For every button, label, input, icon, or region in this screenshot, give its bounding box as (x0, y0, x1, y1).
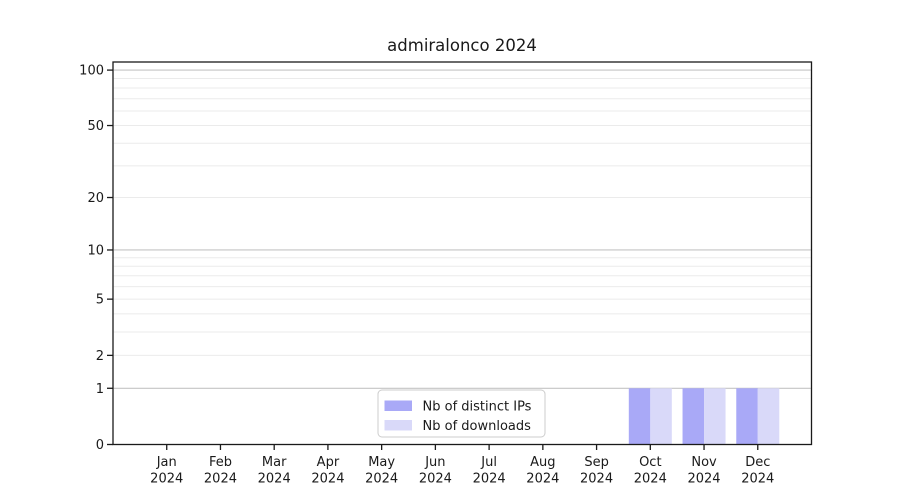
y-tick-label: 5 (96, 293, 104, 308)
x-tick-label-month: Oct (639, 455, 661, 470)
x-tick-label-month: Nov (691, 455, 717, 470)
x-tick-label-month: May (368, 455, 395, 470)
x-tick-label-year: 2024 (580, 472, 613, 487)
x-tick-label-year: 2024 (204, 472, 237, 487)
x-tick-label-month: Jul (480, 455, 497, 470)
plot-frame (112, 61, 813, 446)
y-tick-label: 10 (87, 243, 104, 258)
x-tick-label-year: 2024 (687, 472, 720, 487)
bar-downloads-nov (704, 388, 726, 445)
bar-downloads-dec (757, 388, 780, 445)
legend: Nb of distinct IPs Nb of downloads (377, 389, 546, 438)
x-tick-label-month: Mar (262, 455, 287, 470)
chart-title: admiralonco 2024 (387, 36, 537, 55)
bar-distinct-ips-nov (682, 388, 705, 445)
legend-swatch-distinct-ips (384, 400, 412, 411)
x-tick-label-year: 2024 (419, 472, 452, 487)
y-tick-label: 50 (87, 119, 104, 134)
legend-swatch-downloads (384, 420, 412, 431)
bar-distinct-ips-dec (736, 388, 758, 445)
x-tick-label-month: Jan (156, 455, 177, 470)
y-tick-label: 100 (79, 64, 104, 79)
x-tick-label-year: 2024 (311, 472, 344, 487)
y-tick-label: 2 (96, 349, 104, 364)
legend-label-distinct-ips: Nb of distinct IPs (423, 400, 532, 415)
x-tick-label-month: Sep (584, 455, 609, 470)
x-tick-label-month: Dec (745, 455, 770, 470)
x-tick-label-year: 2024 (150, 472, 183, 487)
y-tick-label: 1 (96, 382, 104, 397)
bar-distinct-ips-oct (628, 388, 651, 445)
bar-series (628, 388, 780, 445)
legend-label-downloads: Nb of downloads (423, 419, 532, 434)
y-axis: 0 1 2 5 10 20 50 100 (79, 64, 113, 453)
x-tick-label-year: 2024 (634, 472, 667, 487)
x-tick-label-year: 2024 (526, 472, 559, 487)
y-tick-label: 20 (87, 191, 104, 206)
x-tick-label-year: 2024 (741, 472, 774, 487)
legend-box (377, 389, 546, 438)
x-tick-label-year: 2024 (473, 472, 506, 487)
x-tick-label-year: 2024 (258, 472, 291, 487)
x-tick-label-year: 2024 (365, 472, 398, 487)
x-tick-label-month: Apr (317, 455, 340, 470)
x-axis: Jan 2024 Feb 2024 Mar 2024 Apr 2024 May 2024 Jun 20… (150, 444, 774, 487)
minor-gridlines (113, 78, 811, 356)
y-tick-label: 0 (96, 438, 104, 453)
x-tick-label-month: Jun (424, 455, 445, 470)
x-tick-label-month: Feb (209, 455, 232, 470)
x-tick-label-month: Aug (530, 455, 555, 470)
bar-downloads-oct (650, 388, 672, 445)
